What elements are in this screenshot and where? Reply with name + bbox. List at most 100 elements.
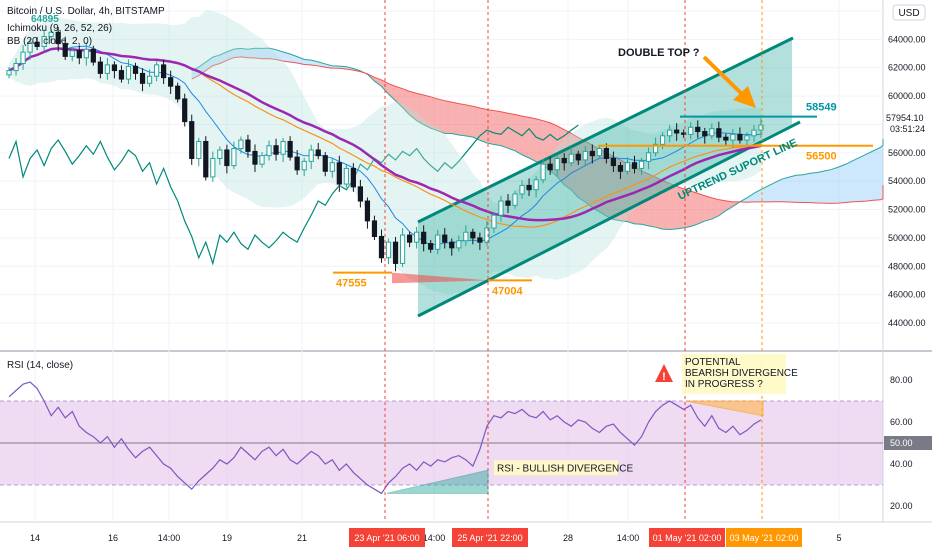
candle-body: [399, 234, 406, 264]
cloud-segment: [725, 200, 733, 211]
span-b-line: [191, 56, 884, 204]
x-tick-label: 14:00: [617, 533, 640, 543]
cloud-segment: [655, 177, 663, 230]
cloud-segment: [697, 193, 705, 225]
candle: [168, 70, 174, 94]
cloud-segment: [782, 177, 790, 203]
candle-body: [561, 157, 567, 164]
candle: [716, 121, 722, 143]
bb-legend[interactable]: BB (20, close, 2, 0): [7, 36, 92, 47]
candle: [175, 82, 181, 103]
candle: [568, 147, 574, 167]
candle-body: [505, 200, 511, 206]
x-tick-label: 19: [222, 533, 232, 543]
double-top-label: DOUBLE TOP ?: [618, 47, 700, 59]
candle-body: [638, 160, 645, 169]
cloud-segment: [515, 114, 523, 155]
candle: [667, 124, 673, 143]
countdown-label: 03:51:24: [890, 124, 925, 134]
candle: [688, 122, 694, 140]
cloud-segment: [451, 102, 459, 136]
candle: [301, 157, 307, 177]
candle: [652, 137, 659, 157]
cloud-segment: [458, 103, 466, 136]
candle-body: [702, 131, 708, 137]
candle-body: [336, 162, 342, 185]
candle-body: [182, 98, 188, 123]
x-tick-label: 5: [836, 533, 841, 543]
candle: [561, 153, 567, 171]
candle-body: [645, 152, 652, 162]
candle: [357, 179, 364, 208]
cloud-segment: [613, 156, 621, 221]
candle-body: [175, 85, 181, 100]
candle-body: [168, 77, 174, 87]
candles[interactable]: [6, 27, 764, 272]
candle: [617, 162, 624, 180]
candle-body: [146, 75, 153, 84]
candle-body: [681, 132, 687, 135]
candle-body: [378, 235, 385, 259]
cloud-segment: [416, 93, 424, 125]
currency-button[interactable]: [892, 4, 926, 21]
candle: [463, 225, 469, 246]
x-tick-label: 28: [563, 533, 573, 543]
candle: [428, 240, 434, 253]
time-marker-bg: [452, 528, 528, 547]
candle: [90, 45, 96, 66]
candle-body: [139, 72, 146, 84]
cloud-segment: [866, 150, 874, 202]
candle-body: [273, 145, 279, 155]
span-a-line: [191, 47, 884, 231]
candle: [709, 123, 715, 140]
candle-body: [287, 140, 293, 158]
cloud-segment: [711, 197, 719, 220]
cloud-segment: [606, 152, 614, 220]
candle: [266, 140, 272, 161]
cloud-segment: [212, 54, 220, 66]
candle: [294, 150, 300, 175]
cloud-segment: [775, 179, 783, 202]
candle: [477, 232, 483, 250]
candle: [259, 152, 265, 168]
ichimoku-legend[interactable]: Ichimoku (9, 26, 52, 26): [7, 23, 112, 34]
cloud-segment: [219, 51, 227, 64]
rsi-title[interactable]: RSI (14, close): [7, 360, 73, 371]
cloud-segment: [283, 51, 291, 62]
candle-body: [631, 162, 638, 169]
candle: [196, 137, 202, 167]
lows-triangle: [392, 272, 488, 284]
cloud-segment: [409, 91, 417, 121]
candle-body: [596, 148, 602, 157]
cloud-segment: [634, 167, 642, 225]
candle: [575, 150, 581, 165]
x-tick-label: 21: [297, 533, 307, 543]
candle-body: [477, 237, 483, 243]
cloud-segment: [704, 195, 712, 222]
candle-body: [695, 126, 701, 133]
time-marker-bg: [726, 528, 802, 547]
candle: [69, 47, 75, 62]
candle: [139, 68, 146, 92]
bearish-div-triangle: [685, 400, 764, 417]
candle-body: [245, 139, 251, 152]
candle-body: [688, 126, 694, 135]
candle: [118, 65, 125, 83]
vertical-markers: [384, 0, 763, 522]
cloud-segment: [817, 171, 825, 204]
time-marker-label: 01 May '21 02:00: [653, 533, 722, 543]
rsi-current-bg: [884, 436, 932, 450]
cloud-segment: [838, 164, 846, 204]
candle: [153, 61, 160, 82]
candle: [435, 229, 441, 255]
symbol-title[interactable]: Bitcoin / U.S. Dollar, 4h, BITSTAMP: [7, 6, 165, 17]
candle: [83, 42, 89, 66]
candle-body: [371, 220, 378, 237]
cloud-segment: [746, 193, 754, 203]
candle-body: [723, 136, 729, 141]
rsi-tick-label: 60.00: [890, 417, 913, 427]
candle-body: [315, 149, 321, 157]
candle-body: [97, 61, 103, 74]
candle: [491, 211, 497, 233]
candle-body: [13, 62, 19, 72]
